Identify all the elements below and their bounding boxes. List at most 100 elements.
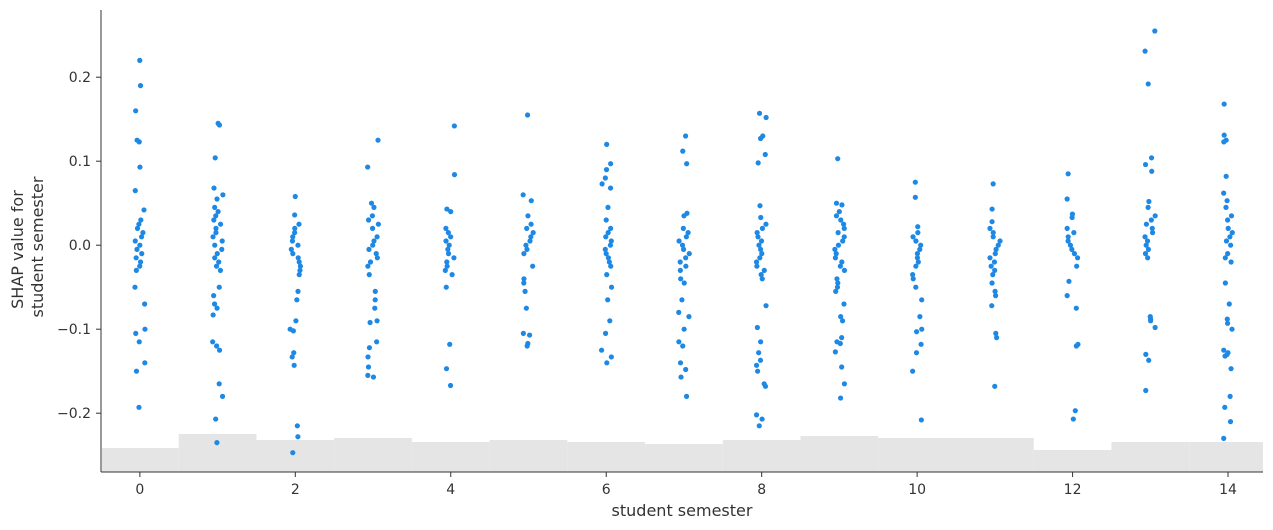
histogram-bar	[489, 440, 568, 472]
data-point	[684, 161, 690, 167]
data-point	[1152, 324, 1158, 331]
data-point	[841, 301, 847, 307]
data-point	[142, 326, 148, 332]
histogram-bar	[102, 448, 179, 472]
data-point	[605, 204, 611, 210]
data-point	[762, 151, 768, 158]
data-point	[603, 217, 609, 223]
data-point	[1229, 326, 1235, 332]
data-point	[133, 267, 139, 273]
data-point	[990, 272, 996, 278]
data-point	[762, 383, 769, 389]
data-point	[290, 251, 296, 257]
data-point	[989, 206, 995, 212]
data-point	[445, 246, 451, 252]
data-point	[1148, 318, 1154, 324]
data-point	[758, 272, 764, 278]
scatter-points	[132, 28, 1235, 456]
data-point	[992, 267, 998, 273]
data-point	[1065, 238, 1071, 244]
data-point	[372, 297, 378, 303]
data-point	[521, 251, 527, 257]
data-point	[133, 368, 140, 374]
data-point	[137, 83, 144, 89]
data-point	[841, 234, 847, 240]
data-point	[1222, 353, 1228, 359]
data-point	[1227, 419, 1234, 425]
data-point	[912, 194, 918, 200]
histogram-bar	[955, 438, 1034, 472]
data-point	[292, 193, 298, 200]
data-point	[603, 234, 609, 240]
data-point	[1071, 230, 1077, 236]
data-point	[1065, 234, 1071, 240]
data-point	[608, 354, 614, 360]
data-point	[1145, 255, 1151, 261]
data-point	[142, 360, 148, 366]
data-point	[756, 350, 762, 356]
data-point	[1069, 214, 1075, 221]
data-point	[754, 230, 760, 236]
data-point	[444, 259, 450, 265]
data-point	[1222, 255, 1228, 261]
data-point	[753, 259, 760, 265]
data-point	[1228, 259, 1234, 265]
data-point	[913, 238, 919, 244]
data-point	[530, 230, 536, 236]
data-point	[451, 255, 457, 261]
data-point	[370, 242, 376, 248]
data-point	[608, 225, 614, 231]
data-point	[989, 280, 995, 286]
data-point	[521, 280, 527, 286]
data-point	[608, 263, 614, 269]
data-point	[839, 335, 845, 341]
data-point	[910, 234, 916, 240]
data-point	[213, 416, 219, 422]
data-point	[757, 255, 763, 261]
data-point	[913, 350, 920, 356]
data-point	[681, 326, 687, 332]
data-point	[918, 242, 924, 248]
data-point	[1143, 221, 1150, 227]
data-point	[1221, 435, 1227, 441]
data-point	[605, 255, 612, 261]
data-point	[835, 280, 841, 286]
data-point	[294, 423, 300, 429]
data-point	[755, 368, 761, 374]
data-point	[993, 330, 999, 336]
data-point	[214, 196, 220, 202]
data-point	[987, 255, 993, 261]
x-tick-label: 6	[602, 482, 611, 498]
data-point	[680, 343, 686, 349]
data-point	[219, 246, 225, 252]
data-point	[841, 381, 848, 387]
x-tick-label: 4	[446, 482, 455, 498]
data-point	[214, 343, 220, 349]
data-point	[679, 297, 685, 303]
data-point	[372, 305, 378, 311]
data-point	[605, 297, 611, 303]
histogram-bar	[722, 440, 801, 472]
data-point	[1229, 230, 1235, 236]
data-point	[833, 288, 839, 294]
data-point	[1069, 246, 1075, 252]
data-point	[444, 206, 450, 212]
data-point	[753, 362, 760, 368]
data-point	[136, 139, 142, 145]
data-point	[214, 251, 220, 257]
data-point	[1226, 301, 1232, 307]
data-point	[1224, 316, 1230, 322]
data-point	[527, 238, 533, 244]
data-point	[839, 259, 845, 265]
data-point	[681, 213, 687, 219]
data-point	[679, 242, 686, 248]
data-point	[211, 185, 217, 191]
data-point	[219, 393, 226, 399]
data-point	[448, 234, 454, 240]
data-point	[604, 360, 610, 366]
data-point	[292, 225, 298, 231]
data-point	[365, 164, 371, 170]
data-point	[1148, 155, 1155, 161]
data-point	[680, 246, 687, 252]
data-point	[839, 202, 845, 208]
